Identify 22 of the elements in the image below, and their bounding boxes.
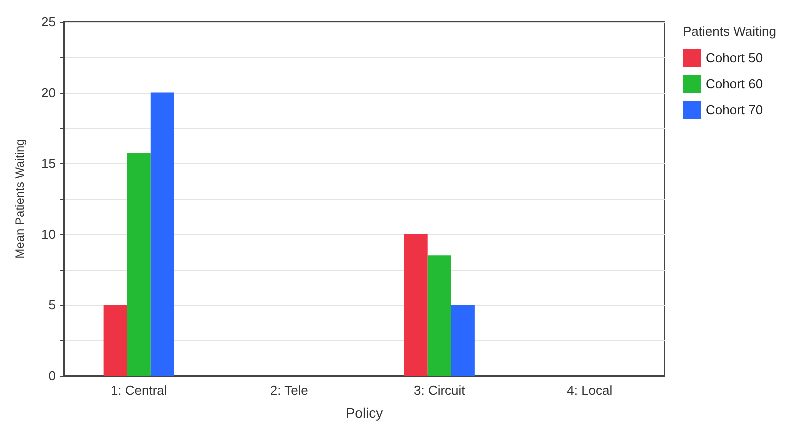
legend-label: Cohort 70 (706, 102, 764, 118)
y-tick-label: 25 (42, 14, 56, 30)
legend-title: Patients Waiting (683, 24, 776, 39)
y-tick-label: 0 (48, 368, 56, 384)
y-tick-label: 20 (42, 85, 56, 100)
x-tick-label: 2: Tele (270, 383, 308, 398)
x-axis-title: Policy (346, 405, 384, 421)
bar (404, 234, 428, 376)
bar (127, 152, 151, 376)
legend-label: Cohort 50 (706, 50, 764, 66)
x-tick-label: 3: Circuit (414, 383, 466, 398)
legend-label: Cohort 60 (706, 76, 764, 92)
x-tick-label: 4: Local (567, 383, 613, 398)
y-tick-label: 15 (42, 156, 56, 172)
y-axis-title: Mean Patients Waiting (13, 139, 27, 259)
bar (451, 305, 475, 376)
bar (428, 256, 452, 376)
bar (104, 305, 128, 376)
bar (150, 92, 174, 376)
x-tick-label: 1: Central (110, 383, 168, 398)
y-tick-label: 10 (42, 226, 56, 242)
y-tick-label: 5 (48, 298, 56, 313)
